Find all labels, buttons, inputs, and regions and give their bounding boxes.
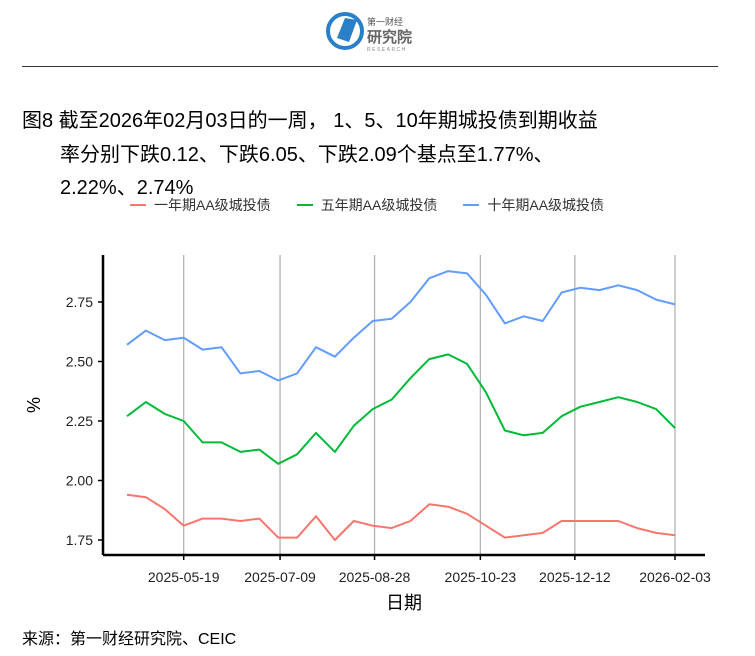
legend-swatch [130,204,146,206]
x-tick-label: 2025-05-19 [148,569,220,585]
legend-label: 五年期AA级城投债 [320,197,438,213]
y-tick-label: 2.00 [66,473,93,489]
figure-title-line1: 图8 截至2026年02月03日的一周， 1、5、10年期城投债到期收益 [22,110,598,132]
x-tick-label: 2025-08-28 [339,569,411,585]
figure-title-line2: 率分别下跌0.12、下跌6.05、下跌2.09个基点至1.77%、 [60,144,554,166]
x-tick-label: 2025-12-12 [539,569,611,585]
y-tick-label: 2.50 [66,354,93,370]
y-tick-label: 1.75 [66,532,93,548]
x-axis-title: 日期 [386,593,422,613]
figure-title-line3: 2.22%、2.74% [60,177,194,199]
header-divider [22,66,718,67]
series-line-2 [126,270,676,382]
legend-item-10y: 十年期AA级城投债 [463,195,604,215]
svg-text:RESEARCH: RESEARCH [367,47,407,53]
x-tick-label: 2025-07-09 [244,569,316,585]
x-tick-label: 2026-02-03 [639,569,711,585]
legend-item-5y: 五年期AA级城投债 [296,195,438,215]
legend-label: 一年期AA级城投债 [154,197,271,213]
y-tick-label: 2.25 [66,413,93,429]
legend-swatch [296,204,313,206]
legend-swatch [463,204,480,206]
series-line-1 [126,353,676,465]
y-axis-title: % [24,397,44,413]
x-tick-label: 2025-10-23 [445,569,517,585]
svg-text:第一财经: 第一财经 [367,16,403,27]
legend-label: 十年期AA级城投债 [487,197,605,213]
source-note: 来源：第一财经研究院、CEIC [22,631,237,648]
chart-legend: 一年期AA级城投债 五年期AA级城投债 十年期AA级城投债 [130,195,604,215]
y-tick-label: 2.75 [66,294,93,310]
series-line-0 [126,493,676,541]
research-institute-logo: 第一财经 研究院 RESEARCH [326,12,412,53]
svg-text:研究院: 研究院 [367,28,412,46]
legend-item-1y: 一年期AA级城投债 [130,195,271,215]
